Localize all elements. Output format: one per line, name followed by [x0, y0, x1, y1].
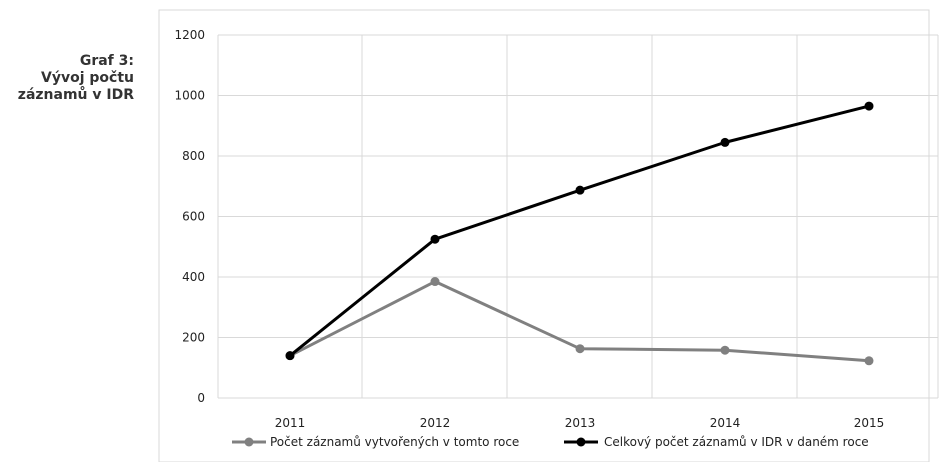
- y-axis-ticks: 0 200 400 600 800 1000 1200: [174, 28, 205, 405]
- y-tick-label: 1200: [174, 28, 205, 42]
- legend-item-2: Celkový počet záznamů v IDR v daném roce: [564, 435, 869, 449]
- x-tick-label: 2011: [275, 416, 306, 430]
- y-tick-label: 600: [182, 210, 205, 224]
- y-tick-label: 0: [197, 391, 205, 405]
- x-tick-label: 2012: [420, 416, 451, 430]
- caption-line-2: Vývoj počtu: [41, 70, 134, 86]
- legend-label: Počet záznamů vytvořených v tomto roce: [270, 435, 519, 449]
- legend-item-1: Počet záznamů vytvořených v tomto roce: [232, 435, 519, 449]
- data-point: [575, 185, 585, 195]
- chart-frame: [158, 9, 930, 462]
- legend-label: Celkový počet záznamů v IDR v daném roce: [604, 435, 869, 449]
- series-line: [289, 104, 870, 357]
- y-tick-label: 800: [182, 149, 205, 163]
- x-axis-ticks: 2011 2012 2013 2014 2015: [275, 416, 885, 430]
- legend-swatch-marker: [576, 437, 586, 447]
- data-point: [720, 137, 730, 147]
- x-tick-label: 2014: [710, 416, 741, 430]
- legend-swatch-marker: [244, 437, 254, 447]
- y-tick-label: 200: [182, 331, 205, 345]
- y-tick-label: 400: [182, 270, 205, 284]
- data-point: [285, 351, 295, 361]
- data-point: [864, 101, 874, 111]
- series-2: [285, 101, 874, 361]
- y-tick-label: 1000: [174, 89, 205, 103]
- data-point: [720, 345, 730, 355]
- series-lines: [285, 101, 874, 366]
- data-point: [430, 277, 440, 287]
- legend: Počet záznamů vytvořených v tomto roce Ce…: [232, 435, 869, 449]
- caption-line-3: záznamů v IDR: [17, 87, 134, 103]
- data-point: [430, 234, 440, 244]
- x-tick-label: 2013: [565, 416, 596, 430]
- chart-caption: Graf 3: Vývoj počtu záznamů v IDR: [0, 53, 134, 104]
- caption-line-1: Graf 3:: [79, 53, 134, 69]
- grid: [217, 34, 939, 399]
- data-point: [575, 344, 585, 354]
- data-point: [864, 356, 874, 366]
- x-tick-label: 2015: [854, 416, 885, 430]
